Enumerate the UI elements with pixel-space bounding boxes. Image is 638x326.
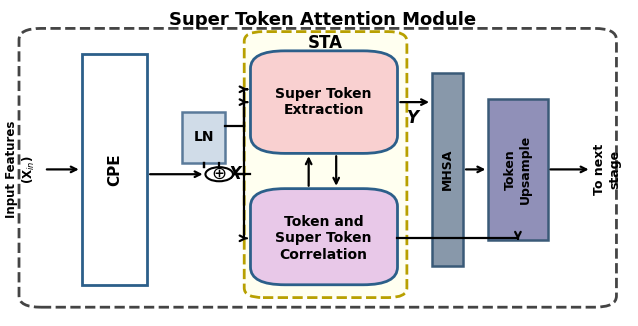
Text: Y: Y [407, 109, 419, 127]
FancyBboxPatch shape [244, 32, 407, 298]
Bar [432, 73, 463, 266]
Bar [82, 54, 147, 285]
Text: X: X [228, 165, 241, 183]
Text: Super Token Attention Module: Super Token Attention Module [169, 11, 476, 29]
Text: Super Token
Extraction: Super Token Extraction [276, 87, 372, 117]
Text: STA: STA [308, 34, 343, 52]
Circle shape [205, 167, 233, 181]
FancyBboxPatch shape [19, 28, 616, 307]
Text: To next
stage: To next stage [593, 144, 621, 195]
Bar [488, 99, 547, 240]
FancyBboxPatch shape [251, 189, 397, 285]
Text: LN: LN [193, 130, 214, 144]
Text: CPE: CPE [107, 153, 122, 186]
Text: Token
Upsample: Token Upsample [504, 135, 532, 204]
Text: Token and
Super Token
Correlation: Token and Super Token Correlation [276, 215, 372, 261]
FancyBboxPatch shape [251, 51, 397, 154]
Text: $\oplus$: $\oplus$ [211, 165, 227, 183]
Text: MHSA: MHSA [441, 149, 454, 190]
Text: Input Features
(X$_{in}$): Input Features (X$_{in}$) [5, 121, 36, 218]
Bar [182, 112, 225, 163]
